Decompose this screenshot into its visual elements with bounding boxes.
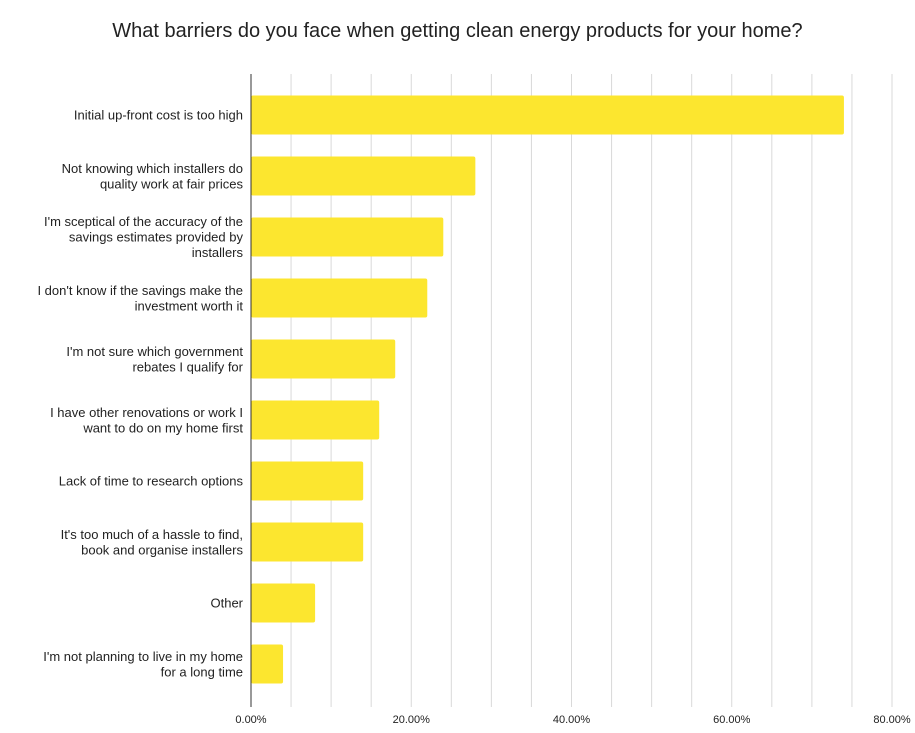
category-label: I'm sceptical of the accuracy of the	[44, 214, 243, 229]
bar	[251, 522, 364, 562]
bar	[251, 156, 476, 196]
x-tick-label: 60.00%	[713, 714, 751, 726]
bar	[251, 278, 428, 318]
category-label: I'm not planning to live in my home	[43, 649, 243, 664]
category-label: Not knowing which installers do	[62, 161, 243, 176]
x-tick-label: 0.00%	[235, 714, 266, 726]
chart-title: What barriers do you face when getting c…	[112, 20, 803, 42]
bar	[251, 95, 844, 135]
bar	[251, 217, 444, 257]
x-tick-label: 80.00%	[873, 714, 911, 726]
category-label: I have other renovations or work I	[50, 405, 243, 420]
category-label: Other	[210, 596, 243, 611]
category-label: Lack of time to research options	[59, 474, 244, 489]
category-label: quality work at fair prices	[100, 176, 244, 191]
bar	[251, 583, 316, 623]
category-label: book and organise installers	[81, 542, 243, 557]
x-tick-label: 20.00%	[393, 714, 431, 726]
category-label: I'm not sure which government	[66, 344, 243, 359]
bar	[251, 339, 396, 379]
x-tick-label: 40.00%	[553, 714, 591, 726]
category-label: Initial up-front cost is too high	[74, 108, 243, 123]
bar	[251, 400, 380, 440]
category-label: It's too much of a hassle to find,	[61, 527, 243, 542]
category-label: want to do on my home first	[82, 420, 243, 435]
category-label: savings estimates provided by	[69, 230, 244, 245]
category-label: I don't know if the savings make the	[37, 283, 243, 298]
category-label: investment worth it	[135, 298, 244, 313]
category-label: for a long time	[161, 664, 243, 679]
bar	[251, 644, 284, 684]
bar	[251, 461, 364, 501]
category-label: installers	[192, 245, 244, 260]
category-label: rebates I qualify for	[132, 359, 243, 374]
